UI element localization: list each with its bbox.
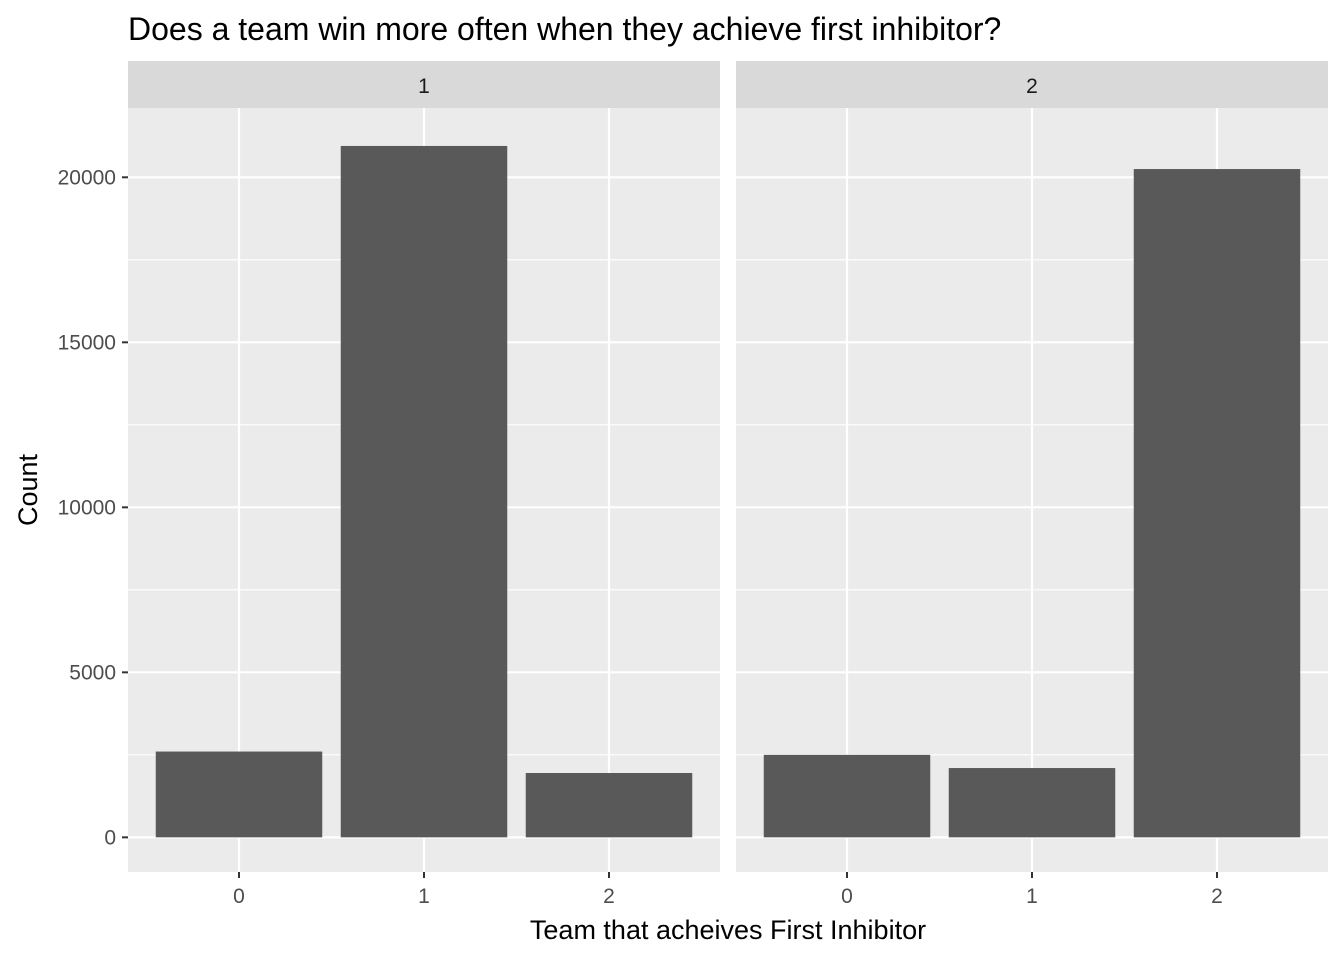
y-axis-title: Count: [13, 453, 43, 526]
y-tick-label: 5000: [69, 661, 116, 684]
facet-strip: [128, 61, 720, 108]
x-tick-label: 2: [603, 885, 615, 908]
x-tick-label: 1: [418, 885, 430, 908]
y-tick-label: 20000: [58, 166, 116, 189]
facet-strip-label: 2: [1026, 75, 1038, 98]
x-tick-label: 0: [233, 885, 245, 908]
x-tick-label: 2: [1211, 885, 1223, 908]
facet-panel-2: 20 1 2: [736, 61, 1328, 908]
x-tick-label: 0: [841, 885, 853, 908]
y-tick-label: 10000: [58, 496, 116, 519]
bar-facet-2-cat-0: [763, 754, 931, 838]
bar-facet-1-cat-0: [155, 751, 323, 838]
chart-title: Does a team win more often when they ach…: [128, 11, 1001, 47]
facet-strip: [736, 61, 1328, 108]
x-tick-label: 1: [1026, 885, 1038, 908]
bar-facet-1-cat-1: [340, 145, 508, 838]
x-axis-title: Team that acheives First Inhibitor: [530, 915, 926, 945]
bar-facet-2-cat-2: [1133, 169, 1301, 838]
facet-strip-label: 1: [418, 75, 430, 98]
y-axis: 0 5000 10000 15000 20000: [58, 166, 128, 849]
bar-facet-2-cat-1: [948, 768, 1116, 838]
bar-facet-1-cat-2: [525, 772, 693, 838]
y-tick-label: 0: [104, 826, 116, 849]
facet-panels: 10 1 220 1 2: [128, 61, 1328, 908]
facet-panel-1: 1 0 1 2: [128, 61, 720, 908]
y-tick-label: 15000: [58, 331, 116, 354]
